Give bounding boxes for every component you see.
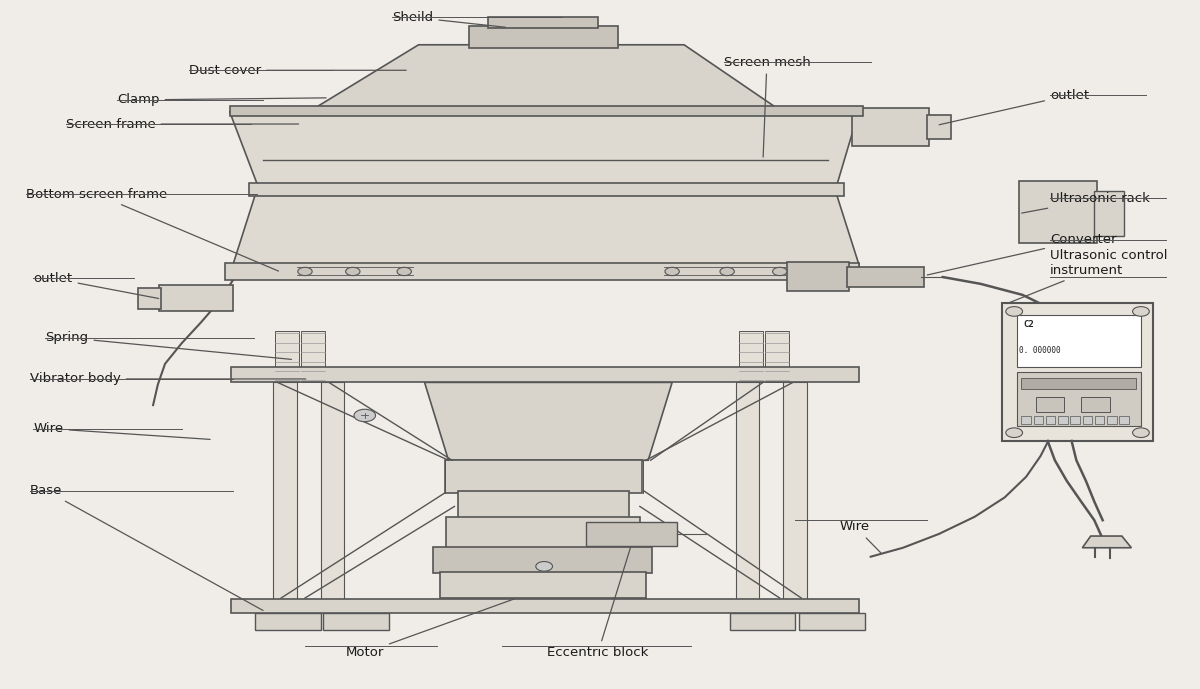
Bar: [1082, 416, 1092, 424]
Text: Base: Base: [30, 484, 263, 610]
Circle shape: [1133, 428, 1150, 438]
Bar: [1046, 416, 1056, 424]
Bar: [1094, 191, 1124, 236]
Polygon shape: [1082, 536, 1132, 548]
Bar: [272, 382, 296, 599]
Bar: [446, 517, 640, 548]
Bar: [926, 115, 950, 139]
Text: C2: C2: [1024, 320, 1034, 329]
Polygon shape: [233, 264, 859, 279]
Bar: [445, 460, 642, 493]
Bar: [229, 106, 864, 116]
Circle shape: [298, 267, 312, 276]
Bar: [1036, 397, 1064, 412]
Text: Wire: Wire: [840, 520, 881, 553]
Bar: [799, 613, 865, 630]
Text: Eccentric block: Eccentric block: [547, 547, 649, 659]
Bar: [847, 267, 924, 287]
Bar: [301, 331, 325, 382]
Bar: [1094, 416, 1104, 424]
Bar: [586, 522, 677, 546]
Bar: [488, 17, 598, 28]
Circle shape: [346, 267, 360, 276]
Polygon shape: [425, 382, 672, 460]
Bar: [1002, 303, 1153, 441]
Bar: [1021, 416, 1031, 424]
Bar: [254, 613, 320, 630]
Bar: [1019, 181, 1097, 243]
Polygon shape: [317, 45, 775, 107]
Bar: [1120, 416, 1129, 424]
Circle shape: [773, 267, 787, 276]
Bar: [730, 613, 796, 630]
Bar: [1016, 372, 1141, 426]
Bar: [784, 382, 808, 599]
Bar: [320, 382, 344, 599]
Text: Bottom screen frame: Bottom screen frame: [26, 188, 278, 271]
Text: Screen frame: Screen frame: [66, 118, 299, 130]
Bar: [160, 285, 233, 311]
Circle shape: [397, 267, 412, 276]
Circle shape: [1006, 428, 1022, 438]
Bar: [230, 599, 859, 613]
Bar: [230, 367, 859, 382]
Bar: [433, 547, 652, 573]
Bar: [1070, 416, 1080, 424]
Bar: [1033, 416, 1043, 424]
Bar: [787, 262, 850, 291]
Circle shape: [535, 562, 552, 571]
Circle shape: [665, 267, 679, 276]
Text: Ultrasonic rack: Ultrasonic rack: [1021, 192, 1150, 213]
Text: Wire: Wire: [34, 422, 210, 440]
Bar: [440, 572, 646, 598]
Bar: [1058, 416, 1068, 424]
Bar: [1016, 315, 1141, 367]
Text: outlet: outlet: [940, 89, 1090, 125]
Bar: [469, 26, 618, 48]
Bar: [224, 263, 859, 280]
Bar: [275, 331, 299, 382]
Circle shape: [720, 267, 734, 276]
Bar: [739, 331, 763, 382]
Text: Converter: Converter: [928, 234, 1116, 275]
Bar: [766, 331, 790, 382]
Text: Ultrasonic control
instrument: Ultrasonic control instrument: [1007, 249, 1168, 304]
Text: 0. 000000: 0. 000000: [1019, 346, 1061, 355]
Text: outlet: outlet: [34, 272, 158, 298]
Bar: [852, 108, 929, 146]
Bar: [1108, 416, 1117, 424]
Text: Spring: Spring: [46, 331, 292, 360]
Bar: [736, 382, 760, 599]
Text: Motor: Motor: [346, 599, 514, 659]
Circle shape: [354, 409, 376, 422]
Bar: [1021, 378, 1136, 389]
Text: Clamp: Clamp: [118, 94, 326, 106]
Polygon shape: [233, 189, 859, 264]
Text: Dust cover: Dust cover: [188, 64, 407, 76]
Bar: [248, 183, 845, 196]
Text: Sheild: Sheild: [392, 11, 505, 28]
Circle shape: [1006, 307, 1022, 316]
Polygon shape: [229, 112, 859, 184]
Text: Screen mesh: Screen mesh: [724, 56, 810, 157]
Bar: [458, 491, 629, 518]
Bar: [1081, 397, 1110, 412]
Circle shape: [1133, 307, 1150, 316]
Bar: [138, 288, 162, 309]
Text: Vibrator body: Vibrator body: [30, 373, 306, 385]
Bar: [323, 613, 389, 630]
